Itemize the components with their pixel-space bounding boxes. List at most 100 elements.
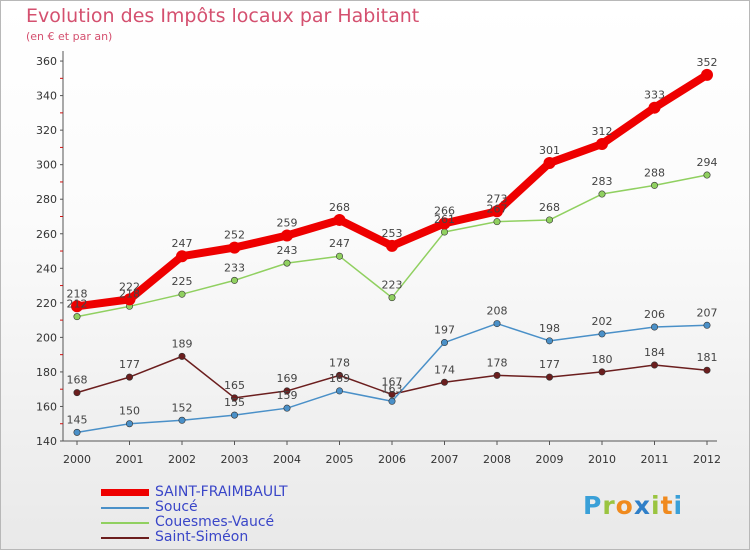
data-label: 206 <box>644 308 665 321</box>
x-tick-label: 2008 <box>483 453 511 466</box>
data-point <box>388 397 396 405</box>
y-tick-label: 360 <box>36 55 57 68</box>
data-label: 159 <box>277 389 298 402</box>
x-tick-label: 2012 <box>693 453 721 466</box>
data-label: 252 <box>224 229 245 242</box>
data-point <box>176 250 188 263</box>
legend-label: Couesmes-Vaucé <box>155 514 275 530</box>
data-point <box>388 390 396 398</box>
data-point <box>283 259 291 267</box>
data-label: 145 <box>67 413 88 426</box>
legend-swatch <box>101 537 149 539</box>
data-point <box>283 387 291 395</box>
data-label: 168 <box>67 374 88 387</box>
logo-letter: i <box>651 491 661 520</box>
data-point <box>231 394 239 402</box>
legend-swatch <box>101 522 149 524</box>
data-point <box>545 373 553 381</box>
data-point <box>703 171 711 179</box>
data-label: 181 <box>697 351 718 364</box>
data-label: 222 <box>119 280 140 293</box>
data-label: 253 <box>382 227 403 240</box>
proxiti-logo: Proxiti <box>583 491 683 520</box>
data-label: 177 <box>539 358 560 371</box>
data-point <box>73 428 81 436</box>
data-label: 273 <box>487 192 508 205</box>
data-label: 247 <box>329 237 350 250</box>
data-point <box>440 339 448 347</box>
data-label: 169 <box>329 372 350 385</box>
y-tick-label: 220 <box>36 297 57 310</box>
data-label: 207 <box>697 306 718 319</box>
data-label: 150 <box>119 405 140 418</box>
data-point <box>491 205 503 218</box>
data-label: 288 <box>644 166 665 179</box>
data-label: 218 <box>67 287 88 300</box>
x-tick-label: 2005 <box>326 453 354 466</box>
logo-letter: P <box>583 491 603 520</box>
data-point <box>650 361 658 369</box>
data-label: 180 <box>592 353 613 366</box>
data-point <box>598 368 606 376</box>
data-label: 294 <box>697 156 718 169</box>
data-point <box>703 321 711 329</box>
legend-label: SAINT-FRAIMBAULT <box>155 484 288 500</box>
data-point <box>493 218 501 226</box>
data-point <box>493 320 501 328</box>
data-label: 268 <box>539 201 560 214</box>
y-tick-label: 260 <box>36 228 57 241</box>
data-point <box>545 337 553 345</box>
data-label: 184 <box>644 346 665 359</box>
logo-letter: i <box>673 491 684 520</box>
x-tick-label: 2007 <box>431 453 459 466</box>
data-label: 212 <box>67 298 88 311</box>
data-label: 197 <box>434 324 455 337</box>
data-label: 352 <box>697 56 718 69</box>
data-point <box>545 216 553 224</box>
legend-label: Soucé <box>155 499 198 515</box>
data-point <box>178 352 186 360</box>
data-label: 152 <box>172 401 193 414</box>
y-tick-label: 160 <box>36 400 57 413</box>
data-point <box>123 293 136 306</box>
data-label: 178 <box>329 356 350 369</box>
data-point <box>440 378 448 386</box>
data-point <box>701 68 713 81</box>
data-point <box>335 371 343 379</box>
x-tick-label: 2001 <box>116 453 144 466</box>
y-tick-label: 200 <box>36 331 57 344</box>
legend-swatch <box>101 489 149 496</box>
x-tick-label: 2006 <box>378 453 406 466</box>
data-point <box>386 239 398 252</box>
data-label: 174 <box>434 363 455 376</box>
data-point <box>388 294 396 302</box>
data-point <box>283 404 291 412</box>
chart-subtitle: (en € et par an) <box>26 30 113 43</box>
data-label: 169 <box>277 372 298 385</box>
x-tick-label: 2010 <box>588 453 616 466</box>
x-tick-label: 2000 <box>63 453 91 466</box>
logo-letter: t <box>660 491 674 520</box>
data-label: 198 <box>539 322 560 335</box>
data-point <box>493 371 501 379</box>
data-point <box>650 323 658 331</box>
data-label: 225 <box>172 275 193 288</box>
data-label: 333 <box>644 89 665 102</box>
data-label: 165 <box>224 379 245 392</box>
axes: 140 160 180 200 220 240 260 280 300 320 340 360 2000… <box>36 51 721 466</box>
data-label: 283 <box>592 175 613 188</box>
y-tick-label: 140 <box>36 435 57 448</box>
data-label: 223 <box>382 279 403 292</box>
data-point <box>438 217 451 230</box>
data-point <box>228 241 241 254</box>
logo-letter: o <box>615 491 634 520</box>
data-point <box>333 213 346 226</box>
chart-title: Evolution des Impôts locaux par Habitant <box>26 5 420 27</box>
data-point <box>543 156 556 169</box>
data-label: 163 <box>382 382 403 395</box>
data-point <box>440 228 448 236</box>
data-point <box>335 387 343 395</box>
data-label: 267 <box>487 203 508 216</box>
legend-label: Saint-Siméon <box>155 529 249 545</box>
data-point <box>178 290 186 298</box>
